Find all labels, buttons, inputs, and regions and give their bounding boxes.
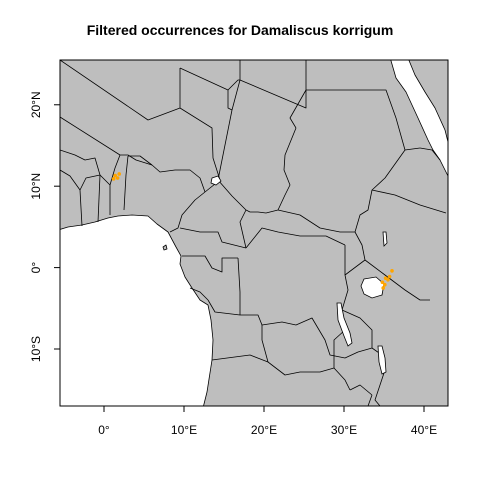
country-borders xyxy=(60,60,447,406)
occurrence-point xyxy=(390,269,394,273)
lake-chad xyxy=(210,175,222,186)
lake-victoria xyxy=(360,276,385,299)
occurrence-point xyxy=(383,282,387,287)
map-area xyxy=(60,60,448,406)
x-tick-label: 20°E xyxy=(251,423,277,437)
y-tick-label: 0° xyxy=(29,262,43,274)
x-tick-label: 30°E xyxy=(331,423,357,437)
y-tick-label: 10°N xyxy=(29,173,43,200)
x-tick-label: 0° xyxy=(98,423,110,437)
y-tick-label: 10°S xyxy=(29,336,43,362)
occurrence-point xyxy=(115,176,120,180)
africa-landmass xyxy=(60,60,448,406)
y-axis: 10°S 0° 10°N 20°N xyxy=(29,91,60,362)
lake-tanganyika xyxy=(336,302,353,347)
x-tick-label: 10°E xyxy=(171,423,197,437)
x-tick-label: 40°E xyxy=(411,423,437,437)
occurrence-point xyxy=(381,286,386,290)
occurrence-point xyxy=(383,276,388,280)
occurrence-point xyxy=(113,173,117,178)
map-title: Filtered occurrences for Damaliscus korr… xyxy=(86,22,394,38)
y-tick-label: 20°N xyxy=(29,91,43,118)
plot-frame xyxy=(59,59,449,407)
lake-malawi xyxy=(377,345,387,375)
bioko-island xyxy=(162,244,168,251)
lake-turkana xyxy=(382,231,388,247)
occurrence-point xyxy=(117,172,121,176)
occurrence-point xyxy=(380,280,385,285)
x-axis: 0° 10°E 20°E 30°E 40°E xyxy=(98,406,437,437)
occurrence-point xyxy=(111,177,116,181)
occurrence-points xyxy=(111,172,394,290)
occurrence-point xyxy=(387,274,392,279)
